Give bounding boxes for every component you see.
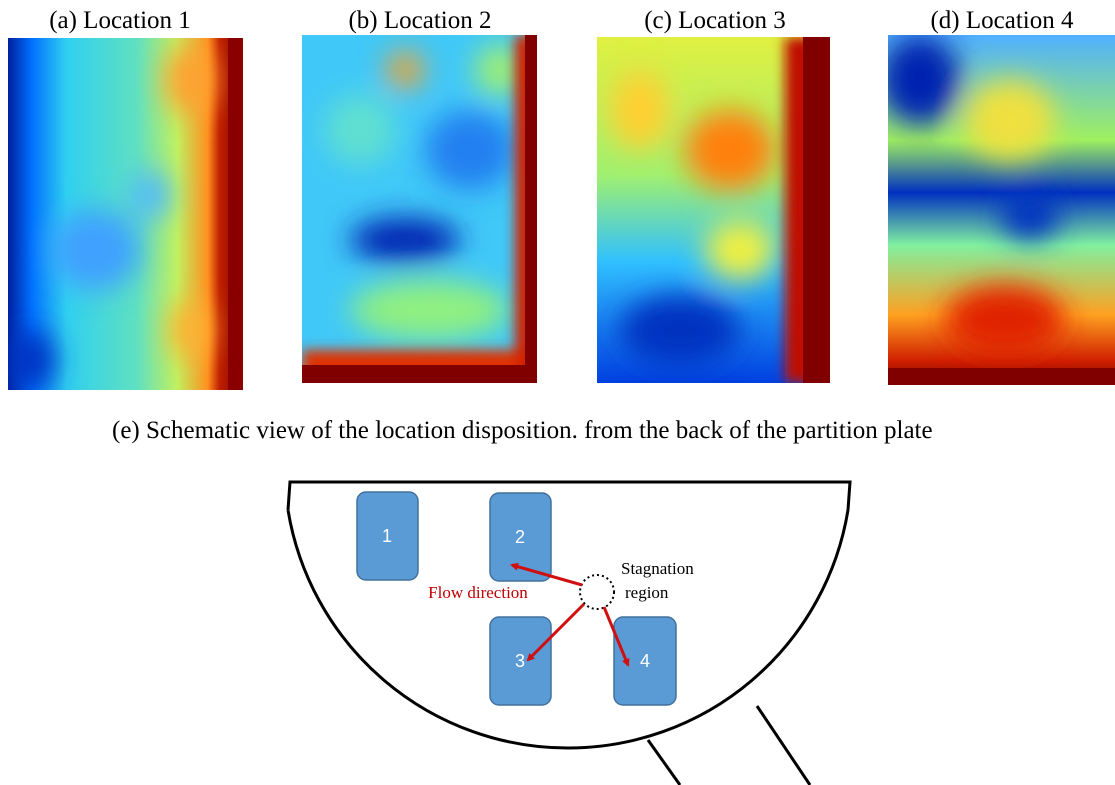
location-number: 4 [640,651,650,671]
location-number: 1 [382,526,392,546]
heatmap [597,37,830,383]
heatmap [8,38,243,390]
panel-caption: (c) Location 3 [644,7,786,34]
location-number: 2 [515,527,525,547]
heatmap [888,35,1115,385]
panel-caption: (b) Location 2 [348,7,491,34]
stagnation-label: Stagnation [621,559,694,578]
location-boxes [356,491,677,706]
location-number: 3 [515,651,525,671]
schematic-caption: (e) Schematic view of the location dispo… [112,417,933,444]
flow-label: Flow direction [428,583,528,602]
heatmap [302,35,537,383]
vessel-outline [286,480,852,785]
stagnation-label: region [625,583,669,602]
flow-arrows [510,562,630,667]
panel-caption: (a) Location 1 [49,7,191,34]
panel-caption: (d) Location 4 [930,7,1074,34]
stagnation-circle [579,574,615,610]
